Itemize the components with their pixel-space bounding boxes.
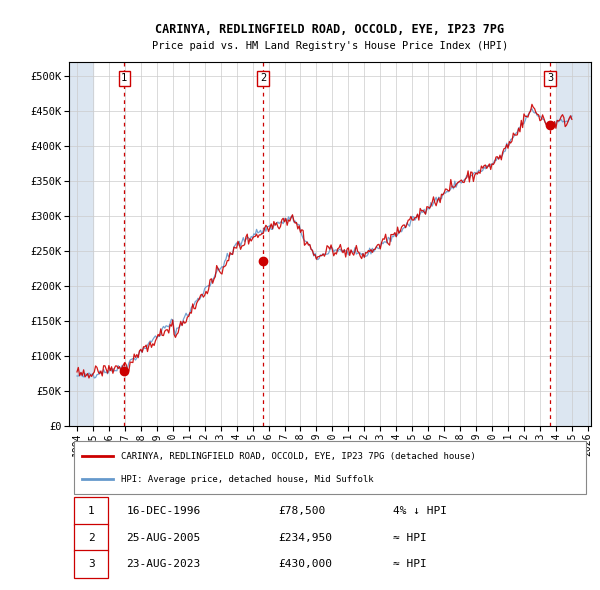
FancyBboxPatch shape (74, 550, 108, 578)
Text: 23-AUG-2023: 23-AUG-2023 (127, 559, 200, 569)
Text: 3: 3 (547, 73, 553, 83)
Text: 1: 1 (88, 506, 95, 516)
Text: ≈ HPI: ≈ HPI (392, 559, 427, 569)
Text: 2: 2 (260, 73, 266, 83)
Bar (556, 62, 591, 426)
Text: 2: 2 (88, 533, 95, 543)
Text: 25-AUG-2005: 25-AUG-2005 (127, 533, 200, 543)
Bar (69, 62, 93, 426)
FancyBboxPatch shape (74, 441, 586, 494)
Text: HPI: Average price, detached house, Mid Suffolk: HPI: Average price, detached house, Mid … (121, 475, 374, 484)
FancyBboxPatch shape (74, 497, 108, 525)
Text: Price paid vs. HM Land Registry's House Price Index (HPI): Price paid vs. HM Land Registry's House … (152, 41, 508, 51)
Text: 16-DEC-1996: 16-DEC-1996 (127, 506, 200, 516)
Text: 3: 3 (88, 559, 95, 569)
Text: £78,500: £78,500 (278, 506, 325, 516)
Text: 4% ↓ HPI: 4% ↓ HPI (392, 506, 446, 516)
Text: £430,000: £430,000 (278, 559, 332, 569)
Text: 1: 1 (121, 73, 127, 83)
Text: ≈ HPI: ≈ HPI (392, 533, 427, 543)
Text: CARINYA, REDLINGFIELD ROAD, OCCOLD, EYE, IP23 7PG: CARINYA, REDLINGFIELD ROAD, OCCOLD, EYE,… (155, 23, 505, 36)
Text: £234,950: £234,950 (278, 533, 332, 543)
FancyBboxPatch shape (74, 524, 108, 551)
Text: CARINYA, REDLINGFIELD ROAD, OCCOLD, EYE, IP23 7PG (detached house): CARINYA, REDLINGFIELD ROAD, OCCOLD, EYE,… (121, 451, 476, 461)
